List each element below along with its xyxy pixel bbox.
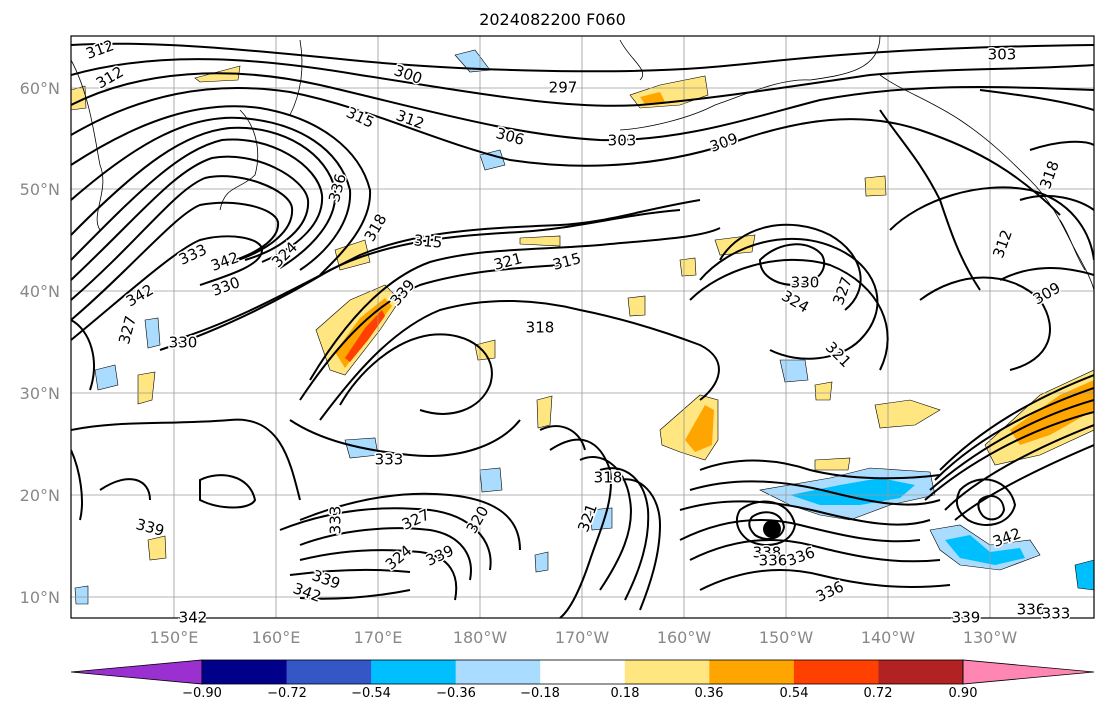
contour-label: 330 bbox=[169, 334, 198, 352]
contour-label: 339 bbox=[952, 609, 981, 627]
lon-label: 170°W bbox=[555, 628, 610, 647]
contour-label: 318 bbox=[594, 469, 623, 487]
colorbar-border bbox=[201, 659, 964, 685]
contour-lines bbox=[71, 42, 1094, 618]
shade-patch bbox=[874, 399, 941, 429]
colorbar-tick-label: −0.18 bbox=[520, 686, 560, 701]
colorbar-extend-max bbox=[962, 659, 1095, 685]
shade-patch bbox=[814, 457, 851, 471]
colorbar bbox=[70, 659, 1095, 685]
shade-patch bbox=[534, 551, 549, 573]
contour-label: 333 bbox=[327, 506, 345, 535]
lat-label: 60°N bbox=[20, 79, 60, 98]
contour-label: 303 bbox=[988, 46, 1017, 64]
shade-patch bbox=[479, 467, 503, 493]
map-title: 2024082200 F060 bbox=[479, 10, 626, 29]
lat-label: 30°N bbox=[20, 384, 60, 403]
lon-label: 160°W bbox=[657, 628, 712, 647]
contour-label: 336 bbox=[759, 552, 788, 570]
shade-patch bbox=[137, 371, 156, 405]
lat-label: 40°N bbox=[20, 282, 60, 301]
colorbar-tick-label: −0.54 bbox=[351, 686, 391, 701]
lat-label: 10°N bbox=[20, 588, 60, 607]
shade-patch bbox=[627, 295, 646, 317]
shade-patch bbox=[536, 395, 553, 429]
colorbar-segment bbox=[202, 660, 288, 684]
lat-label: 50°N bbox=[20, 180, 60, 199]
colorbar-segment bbox=[540, 660, 626, 684]
shade-patch bbox=[864, 175, 887, 197]
shade-patch bbox=[144, 317, 161, 349]
colorbar-tick-label: 0.36 bbox=[695, 686, 724, 701]
lon-label: 130°W bbox=[963, 628, 1018, 647]
shade-patch bbox=[814, 381, 833, 401]
contour-label: 330 bbox=[791, 274, 820, 292]
contour-label: 315 bbox=[413, 231, 443, 251]
contour-label: 297 bbox=[549, 79, 578, 97]
colorbar-tick-label: 0.72 bbox=[864, 686, 893, 701]
shade-patch bbox=[685, 405, 714, 452]
colorbar-tick-labels: −0.90 −0.72 −0.54 −0.36 −0.18 0.18 0.36 … bbox=[182, 686, 977, 701]
contour-label: 338 bbox=[753, 544, 782, 562]
colorbar-tick-label: 0.90 bbox=[949, 686, 978, 701]
lon-axis: 150°E 160°E 170°E 180°W 170°W 160°W 150°… bbox=[150, 628, 1018, 647]
shade-patch bbox=[147, 535, 167, 561]
colorbar-tick-label: 0.18 bbox=[611, 686, 640, 701]
shading-layer bbox=[71, 49, 1094, 605]
lon-label: 170°E bbox=[354, 628, 403, 647]
contour-label: 342 bbox=[179, 609, 208, 627]
colorbar-tick-label: 0.54 bbox=[780, 686, 809, 701]
lon-label: 180°W bbox=[453, 628, 508, 647]
colorbar-tick-label: −0.90 bbox=[182, 686, 222, 701]
colorbar-segment bbox=[455, 660, 541, 684]
shade-patch bbox=[1074, 559, 1094, 591]
shade-patch bbox=[679, 257, 697, 277]
lon-label: 160°E bbox=[252, 628, 301, 647]
contour-label: 336 bbox=[1017, 601, 1046, 619]
lon-label: 150°E bbox=[150, 628, 199, 647]
lat-label: 20°N bbox=[20, 486, 60, 505]
shade-patch bbox=[479, 149, 506, 171]
contour-label: 333 bbox=[375, 451, 404, 469]
colorbar-tick-label: −0.72 bbox=[267, 686, 307, 701]
colorbar-segment bbox=[624, 660, 710, 684]
shade-patch bbox=[345, 310, 385, 362]
colorbar-segment bbox=[878, 660, 964, 684]
colorbar-segment bbox=[793, 660, 879, 684]
colorbar-segment bbox=[286, 660, 372, 684]
shade-patch bbox=[519, 235, 561, 247]
contour-label: 303 bbox=[608, 132, 637, 150]
shade-patch bbox=[640, 92, 665, 104]
colorbar-segment bbox=[371, 660, 457, 684]
shade-patch bbox=[779, 359, 809, 383]
lon-label: 140°W bbox=[861, 628, 916, 647]
shade-patch bbox=[94, 364, 119, 391]
cyclone-center-marker bbox=[763, 520, 781, 538]
colorbar-extend-min bbox=[70, 659, 203, 685]
colorbar-segment bbox=[709, 660, 795, 684]
map-border bbox=[70, 35, 1095, 619]
lat-axis: 60°N 50°N 40°N 30°N 20°N 10°N bbox=[20, 79, 60, 607]
contour-label: 318 bbox=[526, 319, 555, 337]
shade-patch bbox=[790, 478, 915, 505]
colorbar-tick-label: −0.36 bbox=[436, 686, 476, 701]
shade-patch bbox=[945, 535, 1025, 565]
shade-patch bbox=[74, 585, 89, 605]
lon-label: 150°W bbox=[759, 628, 814, 647]
contour-label: 333 bbox=[1042, 605, 1071, 623]
